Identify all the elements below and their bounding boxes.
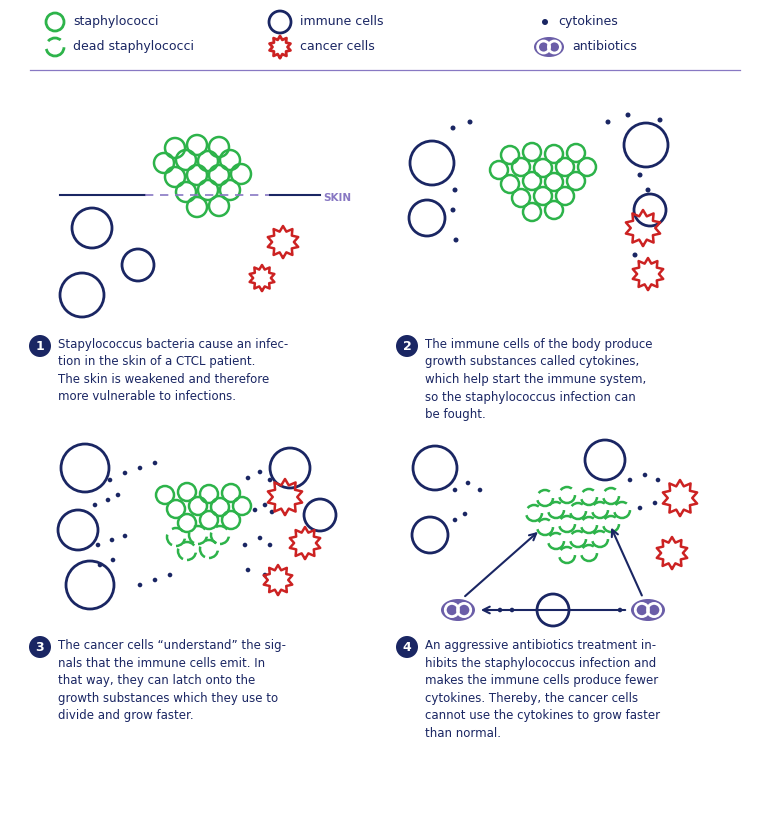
Circle shape: [246, 568, 250, 572]
Circle shape: [152, 460, 157, 465]
Text: An aggressive antibiotics treatment in-
hibits the staphylococcus infection and
: An aggressive antibiotics treatment in- …: [425, 639, 660, 740]
Circle shape: [92, 503, 97, 507]
Circle shape: [656, 478, 661, 483]
Text: cytokines: cytokines: [558, 16, 618, 29]
Circle shape: [29, 636, 51, 658]
Ellipse shape: [534, 37, 564, 57]
Circle shape: [396, 335, 418, 357]
Text: 2: 2: [403, 339, 411, 353]
Circle shape: [268, 543, 273, 547]
Circle shape: [510, 607, 514, 612]
Text: dead staphylococci: dead staphylococci: [73, 40, 194, 53]
Ellipse shape: [441, 599, 475, 621]
Circle shape: [243, 543, 247, 547]
Circle shape: [253, 508, 257, 512]
Circle shape: [477, 487, 482, 492]
Circle shape: [605, 119, 611, 124]
Circle shape: [625, 113, 631, 118]
Circle shape: [29, 335, 51, 357]
Circle shape: [108, 478, 112, 483]
Circle shape: [466, 481, 470, 485]
Circle shape: [268, 478, 273, 483]
Text: staphylococci: staphylococci: [73, 16, 159, 29]
Circle shape: [396, 636, 418, 658]
Text: 4: 4: [403, 640, 411, 653]
Circle shape: [628, 478, 632, 483]
Circle shape: [138, 583, 142, 587]
Circle shape: [453, 487, 457, 492]
Text: The immune cells of the body produce
growth substances called cytokines,
which h: The immune cells of the body produce gro…: [425, 338, 652, 421]
Circle shape: [116, 492, 120, 497]
Circle shape: [638, 506, 642, 510]
Text: Stapylococcus bacteria cause an infec-
tion in the skin of a CTCL patient.
The s: Stapylococcus bacteria cause an infec- t…: [58, 338, 288, 404]
Circle shape: [263, 503, 267, 507]
Circle shape: [653, 501, 658, 506]
Text: immune cells: immune cells: [300, 16, 383, 29]
Circle shape: [270, 510, 274, 515]
Circle shape: [454, 238, 458, 242]
Circle shape: [258, 469, 263, 474]
Circle shape: [138, 466, 142, 470]
Circle shape: [453, 187, 457, 192]
Ellipse shape: [631, 599, 665, 621]
Circle shape: [450, 207, 456, 213]
Circle shape: [638, 173, 642, 178]
Circle shape: [152, 578, 157, 582]
Circle shape: [263, 573, 267, 577]
Circle shape: [111, 557, 116, 562]
Circle shape: [109, 538, 114, 543]
Text: The cancer cells “understand” the sig-
nals that the immune cells emit. In
that : The cancer cells “understand” the sig- n…: [58, 639, 286, 722]
Circle shape: [168, 573, 172, 577]
Circle shape: [467, 119, 473, 124]
Circle shape: [98, 563, 102, 567]
Circle shape: [105, 497, 110, 502]
Text: SKIN: SKIN: [323, 193, 351, 203]
Circle shape: [463, 512, 467, 516]
Circle shape: [618, 607, 622, 612]
Text: cancer cells: cancer cells: [300, 40, 375, 53]
Circle shape: [258, 536, 263, 540]
Text: 1: 1: [35, 339, 45, 353]
Circle shape: [497, 607, 502, 612]
Text: 3: 3: [35, 640, 45, 653]
Circle shape: [453, 518, 457, 522]
Circle shape: [122, 471, 127, 475]
Text: antibiotics: antibiotics: [572, 40, 637, 53]
Circle shape: [122, 533, 127, 538]
Circle shape: [658, 118, 662, 122]
Circle shape: [95, 543, 100, 547]
Circle shape: [542, 19, 548, 25]
Circle shape: [643, 473, 648, 478]
Circle shape: [246, 476, 250, 480]
Circle shape: [450, 126, 456, 131]
Circle shape: [645, 187, 651, 192]
Circle shape: [632, 252, 638, 257]
